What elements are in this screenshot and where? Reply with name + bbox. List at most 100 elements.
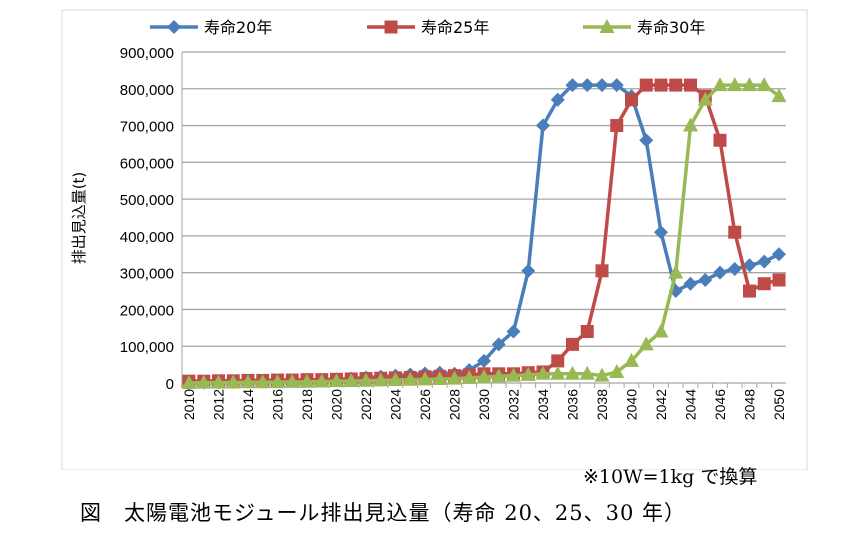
x-tick-label: 2046	[712, 389, 728, 420]
x-tick-label: 2048	[742, 389, 758, 420]
conversion-note: ※10W=1kg で換算	[583, 466, 758, 488]
data-point	[772, 273, 786, 287]
legend-marker	[167, 20, 181, 34]
data-point	[669, 78, 683, 92]
y-tick-label: 300,000	[120, 266, 174, 283]
x-tick-label: 2036	[565, 389, 581, 420]
data-point	[594, 367, 610, 382]
x-tick-label: 2016	[270, 389, 286, 420]
y-tick-label: 800,000	[120, 82, 174, 99]
data-point	[756, 77, 772, 92]
data-point	[550, 365, 566, 380]
line-chart: 0 100,000 200,000 300,000 400,000 500,000 600,…	[61, 9, 808, 470]
data-point	[535, 365, 551, 380]
data-point	[566, 337, 579, 351]
data-point	[432, 370, 448, 385]
data-point	[329, 373, 344, 388]
figure-caption: 図 太陽電池モジュール排出見込量（寿命 20、25、30 年）	[80, 501, 687, 525]
data-point	[771, 88, 787, 103]
data-point	[417, 371, 433, 386]
x-tick-label: 2050	[771, 389, 787, 420]
x-tick-label: 2024	[388, 389, 404, 420]
data-point	[461, 369, 477, 384]
legend-marker	[384, 20, 398, 34]
x-tick-label: 2026	[417, 389, 433, 420]
data-point	[595, 78, 609, 93]
data-point	[668, 264, 684, 279]
data-point	[654, 225, 668, 240]
y-tick-label: 0	[166, 376, 174, 393]
legend-label: 寿命25年	[421, 18, 489, 37]
x-tick-label: 2034	[535, 389, 551, 420]
data-point	[742, 77, 757, 92]
y-tick-label: 400,000	[120, 229, 174, 246]
y-tick-label: 900,000	[120, 45, 174, 62]
data-point	[565, 78, 580, 93]
x-tick-label: 2030	[476, 389, 492, 420]
data-point	[579, 365, 595, 380]
data-point	[536, 118, 550, 133]
data-point	[388, 372, 403, 387]
y-tick-label: 200,000	[120, 302, 174, 319]
x-tick-label: 2038	[594, 389, 610, 420]
x-tick-label: 2028	[447, 389, 463, 420]
data-point	[343, 372, 359, 387]
data-point	[639, 133, 654, 148]
data-point	[772, 247, 786, 262]
data-point	[520, 366, 536, 381]
data-point	[314, 373, 330, 388]
data-point	[712, 77, 728, 92]
data-point	[684, 78, 697, 92]
data-point	[638, 336, 654, 351]
data-point	[697, 91, 713, 106]
data-point	[743, 284, 756, 298]
data-point	[225, 374, 241, 389]
y-tick-label: 100,000	[120, 339, 174, 356]
x-tick-label: 2032	[506, 389, 522, 420]
data-point	[728, 225, 742, 239]
y-axis-label: 排出見込量(t)	[70, 172, 88, 265]
data-point	[683, 276, 698, 291]
data-point	[580, 78, 595, 93]
data-point	[270, 374, 285, 389]
data-point	[550, 92, 565, 107]
data-point	[757, 254, 772, 269]
data-point	[477, 353, 491, 368]
x-tick-label: 2044	[683, 389, 699, 420]
data-point	[654, 78, 668, 92]
x-tick-label: 2042	[653, 389, 669, 420]
data-point	[757, 277, 771, 291]
data-point	[506, 324, 521, 339]
data-point	[284, 373, 300, 388]
data-point	[609, 363, 625, 378]
y-tick-label: 500,000	[120, 192, 174, 209]
x-tick-label: 2010	[181, 389, 197, 420]
data-point	[211, 374, 226, 389]
data-point	[476, 369, 492, 384]
chart-border	[61, 9, 808, 470]
data-point	[491, 337, 506, 352]
data-point	[713, 133, 727, 147]
data-point	[491, 368, 507, 383]
x-tick-label: 2018	[299, 389, 315, 420]
y-tick-label: 600,000	[120, 155, 174, 172]
legend-marker	[599, 19, 615, 33]
data-point	[373, 372, 389, 387]
x-tick-label: 2012	[211, 389, 227, 420]
data-point	[727, 77, 743, 92]
data-point	[698, 273, 713, 288]
data-point	[713, 265, 727, 280]
data-point	[299, 373, 315, 388]
data-point	[683, 117, 698, 132]
data-point	[653, 323, 669, 338]
data-point	[255, 374, 271, 389]
y-tick-label: 700,000	[120, 119, 174, 136]
data-point	[181, 375, 197, 389]
data-point	[240, 374, 256, 389]
data-point	[727, 261, 742, 276]
data-point	[639, 78, 653, 92]
data-point	[358, 372, 374, 387]
data-point	[625, 93, 638, 107]
data-point	[580, 325, 594, 339]
data-point	[506, 367, 521, 382]
